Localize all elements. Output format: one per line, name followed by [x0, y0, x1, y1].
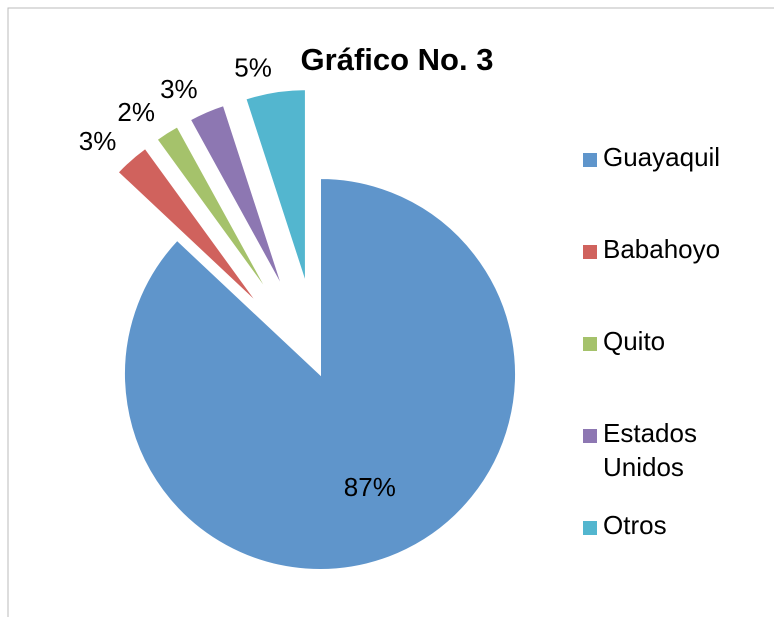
pie-slice — [155, 124, 273, 299]
legend: Guayaquil Babahoyo Quito Estados Unidos Otro… — [583, 140, 763, 600]
data-label: 2% — [117, 97, 155, 127]
legend-swatch — [583, 429, 597, 443]
legend-item: Quito — [583, 324, 763, 416]
chart-title: Gráfico No. 3 — [301, 42, 494, 77]
data-label: 3% — [160, 74, 198, 104]
legend-swatch — [583, 245, 597, 259]
data-label: 87% — [344, 472, 396, 502]
legend-item: Estados Unidos — [583, 416, 763, 508]
legend-label: Otros — [603, 510, 667, 540]
legend-swatch — [583, 337, 597, 351]
pie-slice — [244, 88, 307, 286]
data-label: 3% — [79, 126, 117, 156]
legend-label: Estados Unidos — [603, 418, 697, 482]
data-label: 5% — [234, 53, 272, 83]
legend-item: Babahoyo — [583, 232, 763, 324]
legend-label: Quito — [603, 326, 666, 356]
legend-item: Otros — [583, 508, 763, 600]
legend-swatch — [583, 521, 597, 535]
legend-item: Guayaquil — [583, 140, 763, 232]
pie-slice — [116, 146, 262, 308]
legend-label: Babahoyo — [603, 234, 721, 264]
frame — [7, 7, 774, 617]
pie-slice — [123, 176, 517, 571]
legend-label: Guayaquil — [603, 142, 721, 172]
pie-slice — [188, 103, 286, 292]
legend-swatch — [583, 153, 597, 167]
